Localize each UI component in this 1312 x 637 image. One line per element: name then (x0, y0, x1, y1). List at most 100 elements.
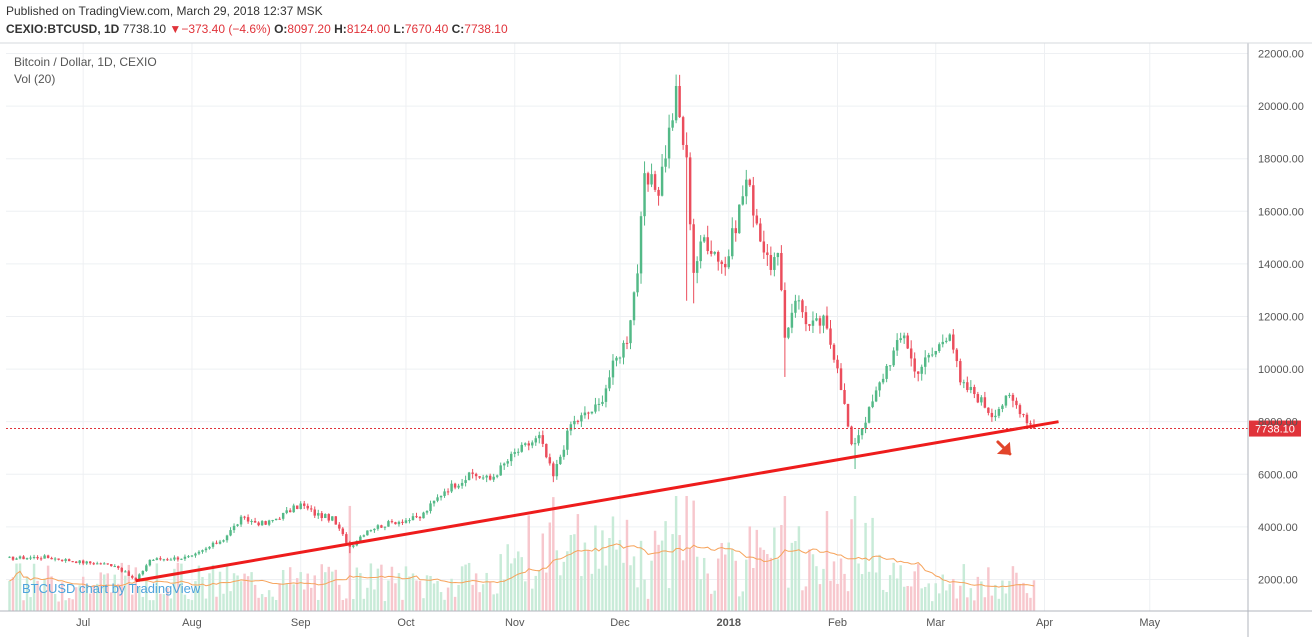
candle-body (860, 428, 864, 436)
volume-bar (797, 526, 801, 611)
candle-body (801, 300, 804, 313)
candle-body (141, 570, 145, 575)
candle-body (671, 120, 674, 128)
candle-body (787, 327, 790, 338)
candle-body (839, 368, 843, 390)
volume-bar (899, 565, 902, 611)
volume-bar (839, 558, 843, 611)
volume-bar (78, 585, 81, 611)
candle-body (931, 354, 934, 356)
candle-body (317, 513, 320, 516)
volume-bar (808, 549, 811, 611)
candle-body (762, 241, 766, 253)
volume-bar (660, 540, 664, 611)
candle-body (152, 559, 155, 561)
volume-bar (952, 578, 955, 611)
candle-body (376, 525, 380, 529)
volume-bar (450, 578, 453, 611)
volume-bar (327, 566, 331, 611)
candle-body (811, 320, 815, 326)
volume-bars (8, 496, 1036, 611)
candle-body (531, 442, 534, 446)
candle-body (667, 127, 671, 159)
candle-body (731, 228, 734, 257)
candle-body (766, 252, 769, 256)
volume-bar (264, 597, 267, 611)
volume-bar (629, 565, 632, 611)
candle-body (103, 563, 106, 565)
candle-body (369, 530, 373, 532)
candle-body (825, 315, 829, 329)
candle-body (397, 521, 401, 525)
volume-bar (632, 556, 636, 611)
volume-bar (608, 537, 611, 611)
volume-bar (871, 517, 874, 611)
candle-body (313, 509, 316, 516)
volume-bar (46, 565, 50, 611)
candle-body (387, 521, 390, 527)
volume-bar (492, 594, 495, 611)
candle-body (373, 528, 376, 531)
volume-bar (1032, 580, 1036, 611)
candle-body (450, 483, 453, 492)
candle-body (966, 382, 969, 391)
symbol-label[interactable]: CEXIO:BTCUSD, 1D (6, 22, 120, 36)
volume-bar (288, 567, 292, 611)
volume-bar (173, 568, 176, 611)
candle-body (934, 350, 937, 355)
volume-bar (278, 583, 281, 611)
candle-body (741, 196, 745, 205)
candle-body (110, 564, 113, 567)
candle-body (345, 534, 348, 543)
candle-body (183, 556, 187, 559)
open-value: 8097.20 (287, 22, 331, 36)
volume-bar (752, 567, 755, 611)
volume-bar (731, 549, 734, 611)
volume-bar (313, 575, 316, 611)
candle-body (190, 555, 194, 557)
volume-bar (229, 591, 232, 611)
volume-bar (387, 580, 390, 611)
candle-body (176, 557, 180, 560)
volume-bar (141, 596, 145, 611)
volume-bar (822, 568, 825, 611)
volume-bar (555, 550, 559, 611)
candle-body (404, 520, 408, 523)
volume-bar (815, 566, 818, 611)
volume-bar (576, 514, 580, 611)
candle-body (243, 516, 246, 518)
candle-body (194, 553, 197, 556)
candle-body (253, 521, 257, 523)
candle-body (257, 522, 260, 526)
candle-body (92, 563, 95, 565)
x-tick-label: Dec (610, 617, 630, 629)
candle-body (162, 559, 166, 561)
volume-bar (22, 600, 25, 611)
close-value: 7738.10 (464, 22, 508, 36)
candle-body (310, 508, 313, 510)
candle-body (471, 472, 474, 474)
volume-bar (443, 599, 446, 611)
candle-body (853, 443, 857, 445)
candle-body (306, 505, 309, 509)
volume-bar (85, 585, 88, 611)
candle-body (485, 475, 488, 478)
volume-title[interactable]: Vol (20) (14, 72, 56, 86)
candle-body (1022, 414, 1025, 416)
candle-body (643, 173, 646, 217)
x-tick-label: Sep (291, 617, 311, 629)
volume-bar (345, 598, 348, 611)
volume-bar (436, 581, 439, 611)
candle-body (534, 438, 538, 443)
volume-bar (552, 497, 555, 611)
candle-body (492, 476, 495, 480)
series-title[interactable]: Bitcoin / Dollar, 1D, CEXIO (14, 55, 157, 69)
candle-body (611, 360, 615, 378)
candle-body (78, 560, 81, 564)
y-tick-label: 6000.00 (1258, 469, 1298, 481)
candle-body (625, 342, 629, 344)
volume-bar (15, 563, 18, 611)
tradingview-watermark[interactable]: BTCUSD chart by TradingView (22, 581, 201, 596)
high-label: H: (334, 22, 347, 36)
